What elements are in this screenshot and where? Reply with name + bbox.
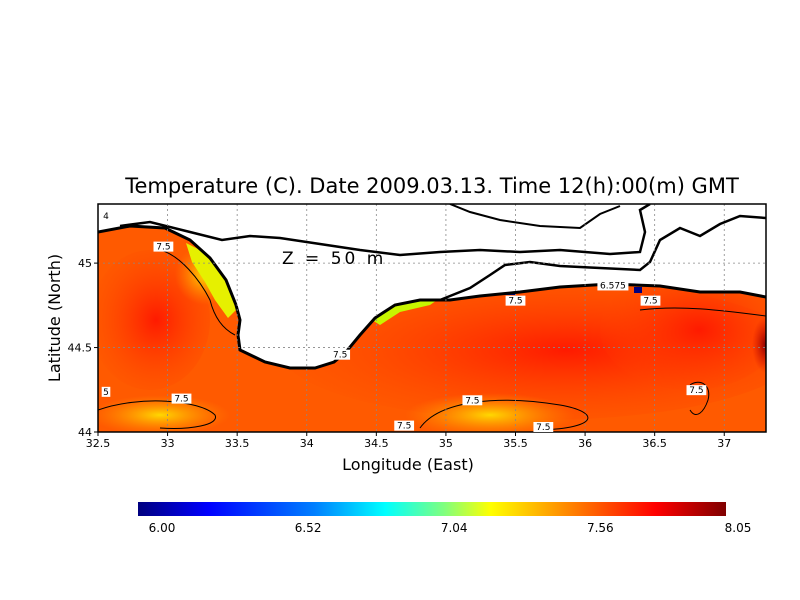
contour-label-bg xyxy=(330,349,351,360)
contour-label: 7.5 xyxy=(640,295,661,307)
border-line-kerch xyxy=(439,214,766,302)
contour-label: 6.575 xyxy=(597,280,629,291)
colorbar-tick-label: 6.52 xyxy=(295,521,322,535)
contour-label-text: 7.5 xyxy=(643,297,657,307)
contour-label: 7.5 xyxy=(462,395,483,406)
yellow-patch-sw xyxy=(98,395,230,432)
x-tick-label: 33 xyxy=(161,437,175,450)
contour-label: 5 xyxy=(101,386,111,398)
y-axis-ticks: 44 44.5 45 xyxy=(68,257,98,439)
border-line-north xyxy=(119,204,651,257)
contour-label: 7.5 xyxy=(330,349,351,361)
contour-label-text: 7.5 xyxy=(508,297,522,307)
x-tick-label: 34 xyxy=(300,437,314,450)
x-axis-ticks: 32.5 33 33.5 34 34.5 35 35.5 36 36.5 37 xyxy=(86,432,731,450)
plot-frame xyxy=(97,203,767,433)
contour-label-text: 4 xyxy=(103,212,109,222)
contour-label-text: 5 xyxy=(103,388,109,398)
colorbar-tick-label: 6.00 xyxy=(149,521,176,535)
contour-label-bg xyxy=(640,295,661,306)
y-axis-label: Latitude (North) xyxy=(45,254,64,382)
contour-label-bg xyxy=(171,393,192,404)
yellow-patch-south xyxy=(405,393,575,432)
x-tick-label: 34.5 xyxy=(364,437,389,450)
colorbar-tick-label: 7.04 xyxy=(441,521,468,535)
x-tick-label: 32.5 xyxy=(86,437,111,450)
dark-patch-east xyxy=(752,317,766,373)
y-tick-label: 45 xyxy=(78,257,92,270)
chart-title: Temperature (C). Date 2009.03.13. Time 1… xyxy=(124,174,739,198)
contour-line-4 xyxy=(689,381,710,415)
contour-label-text: 7.5 xyxy=(689,386,703,396)
contour-label-bg xyxy=(686,385,707,396)
y-tick-label: 44 xyxy=(78,426,92,439)
depth-annotation: Z = 50 m xyxy=(282,249,386,269)
contour-label: 7.5 xyxy=(533,422,554,433)
contour-label: 7.5 xyxy=(171,393,192,405)
contour-label: 7.5 xyxy=(505,295,526,307)
cold-spot-blue-2 xyxy=(634,287,642,293)
x-tick-label: 37 xyxy=(717,437,731,450)
contour-label-bg xyxy=(533,422,554,432)
land-crimea xyxy=(98,204,766,368)
contour-label-bg xyxy=(597,280,629,291)
cold-coastal-strip-east xyxy=(372,298,440,325)
x-tick-label: 36.5 xyxy=(642,437,667,450)
contour-line-5 xyxy=(639,307,766,317)
contour-line-3 xyxy=(159,249,236,336)
colorbar xyxy=(138,502,726,516)
contour-label-bg xyxy=(462,395,483,406)
colorbar-tick-label: 8.05 xyxy=(725,521,752,535)
plot-area xyxy=(98,204,766,432)
contour-label: 7.5 xyxy=(153,241,174,253)
contour-label-bg xyxy=(101,211,111,222)
contour-label-text: 7.5 xyxy=(174,395,188,405)
contour-labels: 4 7.5 5 7.5 7.5 7.5 7.5 7.5 6.575 7.5 7.5 7.5 xyxy=(101,211,707,433)
border-line-azov xyxy=(449,204,621,230)
contour-label-text: 7.5 xyxy=(156,243,170,253)
contour-label-bg xyxy=(505,295,526,306)
colorbar-labels: 6.00 6.52 7.04 7.56 8.05 xyxy=(149,521,752,535)
contour-label-text: 7.5 xyxy=(333,351,347,361)
contour-label-text: 6.575 xyxy=(600,281,626,291)
contour-line-2 xyxy=(98,400,216,429)
contour-label-bg xyxy=(101,386,111,397)
contour-label-text: 7.5 xyxy=(397,422,411,432)
x-tick-label: 35.5 xyxy=(503,437,528,450)
contour-label-text: 7.5 xyxy=(536,423,550,433)
contour-label: 4 xyxy=(101,211,111,222)
contour-label-text: 7.5 xyxy=(465,396,479,406)
x-tick-label: 33.5 xyxy=(225,437,250,450)
x-tick-label: 35 xyxy=(439,437,453,450)
contour-label-bg xyxy=(394,420,415,431)
contour-label: 7.5 xyxy=(394,420,415,432)
y-tick-label: 44.5 xyxy=(68,342,93,355)
x-tick-label: 36 xyxy=(578,437,592,450)
cold-coastal-strip xyxy=(186,243,236,318)
x-axis-label: Longitude (East) xyxy=(342,455,474,474)
colorbar-tick-label: 7.56 xyxy=(587,521,614,535)
contour-label: 7.5 xyxy=(686,385,707,396)
contour-label-bg xyxy=(153,241,174,252)
